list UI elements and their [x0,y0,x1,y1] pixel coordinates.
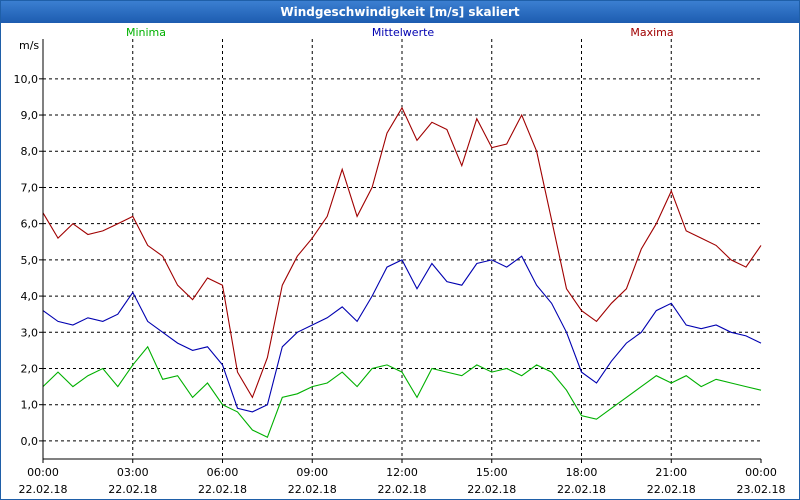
series-line-minima [42,345,762,439]
x-tick-time: 15:00 [476,466,508,479]
x-tick-time: 03:00 [117,466,149,479]
x-tick-date: 22.02.18 [647,483,696,496]
legend-maxima: Maxima [630,26,673,39]
grid [43,39,761,459]
x-tick-time: 09:00 [296,466,328,479]
x-tick-time: 00:00 [745,466,777,479]
y-tick-label: 4,0 [21,290,39,303]
y-tick-label: 10,0 [14,73,39,86]
legend-minima: Minima [126,26,166,39]
x-tick-date: 22.02.18 [378,483,427,496]
y-axis-unit: m/s [19,39,39,52]
x-tick-date: 22.02.18 [108,483,157,496]
series-lines [42,106,762,439]
x-tick-time: 00:00 [27,466,59,479]
x-tick-date: 22.02.18 [557,483,606,496]
y-tick-label: 5,0 [21,254,39,267]
x-tick-date: 22.02.18 [288,483,337,496]
y-tick-label: 3,0 [21,326,39,339]
y-tick-label: 7,0 [21,181,39,194]
y-tick-label: 6,0 [21,218,39,231]
y-tick-labels: 0,0 1,0 2,0 3,0 4,0 5,0 6,0 7,0 8,0 9,0 10,0 [14,73,43,448]
legend-mittelwerte: Mittelwerte [372,26,435,39]
x-tick-labels: 00:00 22.02.18 03:00 22.02.18 06:00 22.02.18 0… [19,459,786,496]
x-tick-date: 22.02.18 [198,483,247,496]
y-tick-label: 0,0 [21,435,39,448]
window-title: Windgeschwindigkeit [m/s] skaliert [1,1,799,23]
x-tick-date: 22.02.18 [19,483,68,496]
x-tick-date: 22.02.18 [467,483,516,496]
y-tick-label: 2,0 [21,362,39,375]
x-tick-time: 06:00 [207,466,239,479]
series-line-mittelwerte [42,255,762,413]
x-tick-date: 23.02.18 [737,483,786,496]
y-tick-label: 9,0 [21,109,39,122]
y-tick-label: 8,0 [21,145,39,158]
y-tick-label: 1,0 [21,399,39,412]
x-tick-time: 18:00 [566,466,598,479]
series-line-maxima [42,106,762,399]
wind-speed-chart: 0,0 1,0 2,0 3,0 4,0 5,0 6,0 7,0 8,0 9,0 10,0 00:00… [14,26,786,496]
x-tick-time: 21:00 [655,466,687,479]
x-tick-time: 12:00 [386,466,418,479]
